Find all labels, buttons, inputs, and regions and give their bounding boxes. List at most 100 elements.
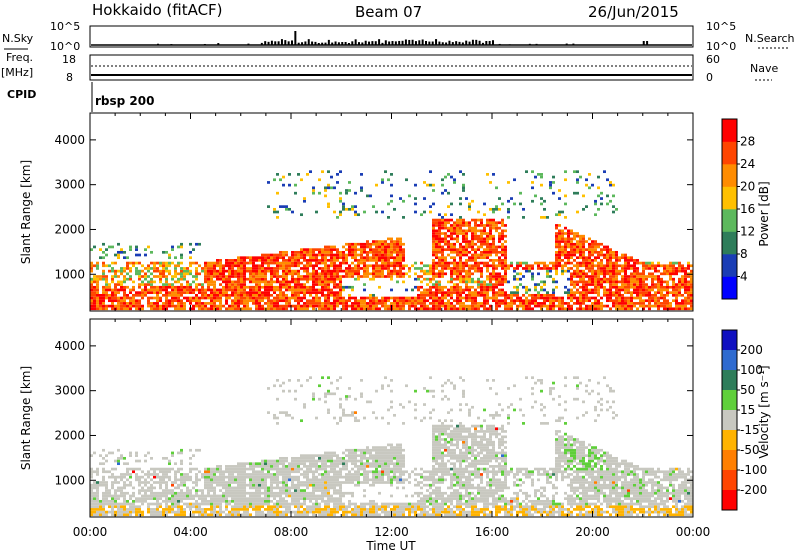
velocity-cell: [201, 513, 204, 517]
power-cell: [240, 259, 243, 262]
velocity-cell: [303, 483, 306, 487]
power-cell: [186, 288, 189, 292]
velocity-cell: [219, 499, 222, 503]
power-cell: [441, 237, 444, 241]
power-cell: [447, 240, 450, 243]
power-cell: [393, 267, 396, 270]
velocity-cell: [162, 456, 165, 460]
power-cell: [306, 275, 309, 278]
power-cell: [681, 283, 684, 286]
power-cell: [168, 253, 171, 257]
power-cell: [366, 304, 369, 308]
power-cell: [669, 302, 672, 305]
velocity-cell: [96, 497, 99, 500]
velocity-cell: [234, 470, 237, 474]
power-cell: [435, 261, 438, 265]
power-cell: [522, 216, 525, 219]
velocity-cell: [291, 416, 294, 420]
velocity-cell: [162, 499, 165, 503]
power-cell: [618, 264, 621, 268]
power-cell: [504, 250, 507, 254]
power-cell: [240, 307, 243, 311]
power-cell: [357, 259, 360, 262]
power-cell: [276, 288, 279, 292]
velocity-cell: [96, 505, 99, 509]
nsky-bar: [572, 43, 575, 45]
power-cell: [615, 207, 618, 211]
power-cell: [426, 288, 429, 292]
power-cell: [249, 267, 252, 270]
power-cell: [285, 304, 288, 308]
power-cell: [636, 302, 639, 305]
power-cell: [159, 280, 162, 284]
velocity-cell: [267, 475, 270, 479]
nsky-bar: [361, 42, 364, 45]
velocity-cell: [294, 467, 297, 471]
power-cell: [378, 272, 381, 276]
velocity-cell: [105, 513, 108, 517]
power-cell: [498, 234, 501, 238]
power-cell: [525, 299, 528, 303]
power-cell: [567, 302, 570, 305]
power-cell: [399, 269, 402, 273]
power-cell: [600, 242, 603, 246]
power-cell: [354, 256, 357, 260]
velocity-cell: [255, 494, 258, 498]
power-cell: [273, 304, 276, 308]
power-cell: [138, 299, 141, 303]
power-cell: [294, 259, 297, 262]
power-cell: [282, 259, 285, 262]
power-cell: [474, 256, 477, 260]
velocity-cell: [285, 475, 288, 479]
power-cell: [153, 269, 156, 273]
velocity-cell: [258, 470, 261, 474]
power-cell: [375, 267, 378, 270]
power-cell: [402, 256, 405, 260]
power-cell: [354, 264, 357, 268]
velocity-cell: [231, 478, 234, 482]
power-cell: [432, 293, 435, 297]
nsky-bar: [421, 39, 424, 45]
power-cell: [201, 293, 204, 297]
power-cell: [582, 259, 585, 262]
power-cell: [441, 183, 444, 187]
velocity-cell: [123, 481, 126, 484]
power-cell: [504, 293, 507, 297]
power-cell: [249, 259, 252, 262]
power-cell: [315, 256, 318, 260]
power-cell: [114, 269, 117, 273]
power-cell: [171, 299, 174, 303]
power-cell: [648, 267, 651, 270]
power-cell: [342, 296, 345, 300]
power-cell: [189, 242, 192, 246]
velocity-cell: [231, 475, 234, 479]
power-cell: [621, 256, 624, 260]
power-cell: [123, 304, 126, 308]
power-cell: [456, 248, 459, 251]
velocity-cell: [162, 510, 165, 514]
power-cell: [183, 302, 186, 305]
velocity-cell: [303, 475, 306, 479]
power-cell: [558, 256, 561, 260]
velocity-cell: [96, 502, 99, 506]
power-cell: [459, 226, 462, 230]
power-cell: [624, 269, 627, 273]
power-cell: [312, 272, 315, 276]
power-cell: [387, 248, 390, 251]
velocity-cell: [150, 510, 153, 514]
power-cell: [657, 291, 660, 294]
velocity-cell: [240, 508, 243, 511]
power-cell: [231, 267, 234, 270]
velocity-cell: [270, 483, 273, 487]
velocity-cell: [180, 483, 183, 487]
nsky-label: N.Sky: [2, 32, 34, 45]
power-cell: [534, 288, 537, 292]
power-cell: [558, 189, 561, 192]
power-cell: [225, 288, 228, 292]
velocity-cell: [192, 502, 195, 506]
power-cell: [525, 296, 528, 300]
power-cell: [492, 240, 495, 243]
power-cell: [234, 299, 237, 303]
power-cell: [609, 307, 612, 311]
power-cell: [486, 221, 489, 225]
